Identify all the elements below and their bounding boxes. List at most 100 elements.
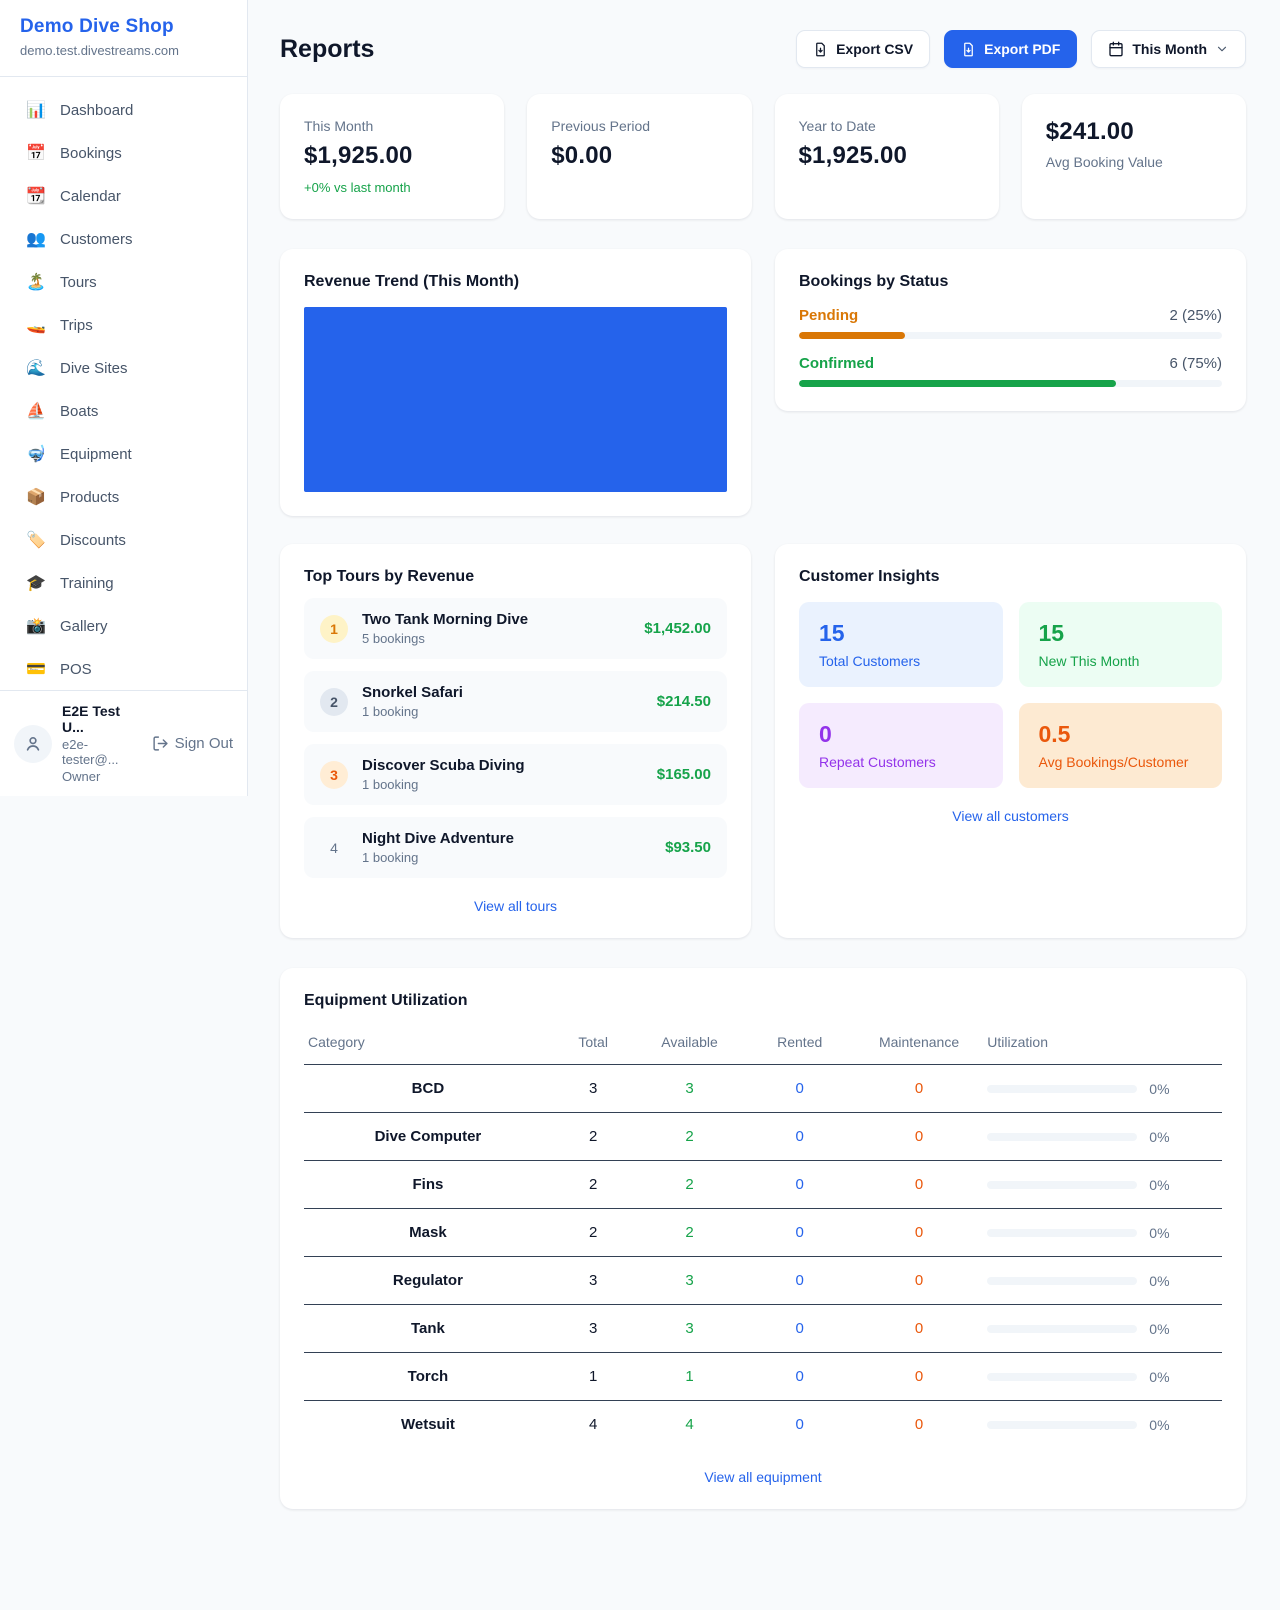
cell-available: 3: [634, 1064, 745, 1113]
progress-fill-pending: [799, 332, 905, 339]
camera-icon: 📸: [26, 618, 46, 635]
export-pdf-label: Export PDF: [984, 41, 1061, 57]
tile-label: Avg Bookings/Customer: [1038, 754, 1189, 770]
avatar: [14, 724, 52, 763]
tour-revenue: $214.50: [656, 693, 711, 710]
view-all-equipment-link[interactable]: View all equipment: [704, 1468, 822, 1485]
table-row: Fins 2 2 0 0 0%: [304, 1160, 1222, 1209]
tour-row[interactable]: 2 Snorkel Safari 1 booking $214.50: [304, 671, 727, 732]
stat-value: $0.00: [551, 142, 613, 169]
wave-icon: 🌊: [26, 360, 46, 377]
cell-available: 1: [634, 1352, 745, 1401]
bookings-by-status-card: Bookings by Status Pending 2 (25%) Confi…: [775, 249, 1246, 411]
cell-utilization: 0%: [983, 1304, 1222, 1353]
table-row: Tank 3 3 0 0 0%: [304, 1304, 1222, 1353]
cell-rented: 0: [744, 1256, 855, 1305]
top-tours-title: Top Tours by Revenue: [304, 568, 475, 585]
cell-rented: 0: [744, 1112, 855, 1161]
tour-row[interactable]: 3 Discover Scuba Diving 1 booking $165.0…: [304, 744, 727, 805]
cell-utilization: 0%: [983, 1208, 1222, 1257]
sidebar-item-calendar[interactable]: 📆 Calendar: [0, 175, 247, 218]
sidebar-item-boats[interactable]: ⛵ Boats: [0, 390, 247, 433]
tile-total-customers: 15 Total Customers: [799, 602, 1003, 687]
sidebar-header: Demo Dive Shop demo.test.divestreams.com: [0, 0, 247, 77]
table-header-row: Category Total Available Rented Maintena…: [304, 1026, 1222, 1065]
sidebar-item-trips[interactable]: 🚤 Trips: [0, 304, 247, 347]
cell-maintenance: 0: [854, 1304, 984, 1353]
status-value: 6 (75%): [1169, 355, 1222, 372]
user-meta: E2E Test U... e2e-tester@... Owner: [62, 703, 142, 784]
cell-total: 1: [551, 1352, 635, 1401]
sidebar-item-equipment[interactable]: 🤿 Equipment: [0, 433, 247, 476]
sidebar-item-bookings[interactable]: 📅 Bookings: [0, 132, 247, 175]
cell-rented: 0: [744, 1208, 855, 1257]
sidebar-item-tours[interactable]: 🏝️ Tours: [0, 261, 247, 304]
revenue-trend-chart: [304, 307, 727, 492]
sidebar-item-label: Products: [60, 489, 120, 506]
tag-icon: 🏷️: [26, 532, 46, 549]
cell-total: 3: [551, 1064, 635, 1113]
sidebar-item-gallery[interactable]: 📸 Gallery: [0, 605, 247, 648]
column-header: Category: [304, 1026, 552, 1065]
sidebar-item-pos[interactable]: 💳 POS: [0, 648, 247, 690]
sidebar-item-customers[interactable]: 👥 Customers: [0, 218, 247, 261]
sidebar-item-dashboard[interactable]: 📊 Dashboard: [0, 89, 247, 132]
period-selector-dropdown[interactable]: This Month: [1091, 30, 1246, 68]
cell-rented: 0: [795, 1416, 804, 1434]
rank-badge: 4: [330, 839, 338, 856]
cell-category: BCD: [304, 1064, 552, 1113]
cell-total: 3: [551, 1256, 635, 1305]
tour-row[interactable]: 1 Two Tank Morning Dive 5 bookings $1,45…: [304, 598, 727, 659]
tour-revenue: $1,452.00: [644, 620, 711, 637]
sign-out-button[interactable]: Sign Out: [152, 735, 233, 752]
table-row: Mask 2 2 0 0 0%: [304, 1208, 1222, 1257]
tile-label: Total Customers: [819, 653, 921, 669]
insights-row: Top Tours by Revenue 1 Two Tank Morning …: [280, 544, 1246, 938]
tour-name: Snorkel Safari: [362, 684, 463, 701]
tile-value: 15: [1038, 620, 1065, 646]
stat-label: Year to Date: [798, 118, 876, 134]
status-row-confirmed: Confirmed 6 (75%): [799, 355, 1222, 387]
cell-category: Regulator: [304, 1256, 552, 1305]
sidebar-item-products[interactable]: 📦 Products: [0, 476, 247, 519]
sidebar-item-training[interactable]: 🎓 Training: [0, 562, 247, 605]
utilization-percent: 0%: [1149, 1368, 1170, 1385]
stat-card-this-month: This Month $1,925.00 +0% vs last month: [280, 94, 505, 219]
cell-available: 4: [685, 1416, 694, 1434]
cell-category: Dive Computer: [304, 1112, 552, 1161]
cell-total: 2: [551, 1208, 635, 1257]
export-pdf-button[interactable]: Export PDF: [944, 30, 1078, 68]
user-name: E2E Test U...: [62, 703, 121, 735]
cell-total: 2: [551, 1160, 635, 1209]
stat-value: $241.00: [1045, 118, 1134, 145]
dashboard-icon: 📊: [26, 102, 46, 119]
utilization-track: [987, 1228, 1138, 1237]
file-download-icon: [964, 42, 973, 56]
sidebar: Demo Dive Shop demo.test.divestreams.com…: [0, 0, 248, 796]
cell-category: Torch: [304, 1352, 552, 1401]
tour-name: Two Tank Morning Dive: [362, 611, 529, 628]
progress-track: [799, 332, 1222, 339]
progress-track: [799, 380, 1222, 387]
tour-bookings: 5 bookings: [362, 631, 425, 646]
sidebar-item-discounts[interactable]: 🏷️ Discounts: [0, 519, 247, 562]
export-csv-button[interactable]: Export CSV: [796, 30, 931, 68]
stat-value: $1,925.00: [304, 142, 413, 169]
stat-card-previous-period: Previous Period $0.00: [527, 94, 752, 219]
credit-card-icon: 💳: [26, 661, 46, 678]
table-row: BCD 3 3 0 0 0%: [304, 1064, 1222, 1113]
cell-utilization: 0%: [983, 1401, 1222, 1449]
status-label: Pending: [799, 307, 859, 324]
tour-row[interactable]: 4 Night Dive Adventure 1 booking $93.50: [304, 817, 727, 878]
cell-utilization: 0%: [983, 1256, 1222, 1305]
main-content: Reports Export CSV Export PDF This Month: [248, 0, 1280, 1549]
status-row-pending: Pending 2 (25%): [799, 307, 1222, 339]
sidebar-item-dive-sites[interactable]: 🌊 Dive Sites: [0, 347, 247, 390]
cell-maintenance: 0: [914, 1416, 924, 1434]
period-selector-label: This Month: [1132, 41, 1207, 57]
view-all-tours-link[interactable]: View all tours: [473, 898, 557, 914]
sidebar-item-label: Discounts: [60, 532, 126, 549]
cell-rented: 0: [744, 1352, 855, 1401]
view-all-customers-link[interactable]: View all customers: [952, 808, 1069, 824]
sidebar-item-label: POS: [60, 661, 92, 678]
